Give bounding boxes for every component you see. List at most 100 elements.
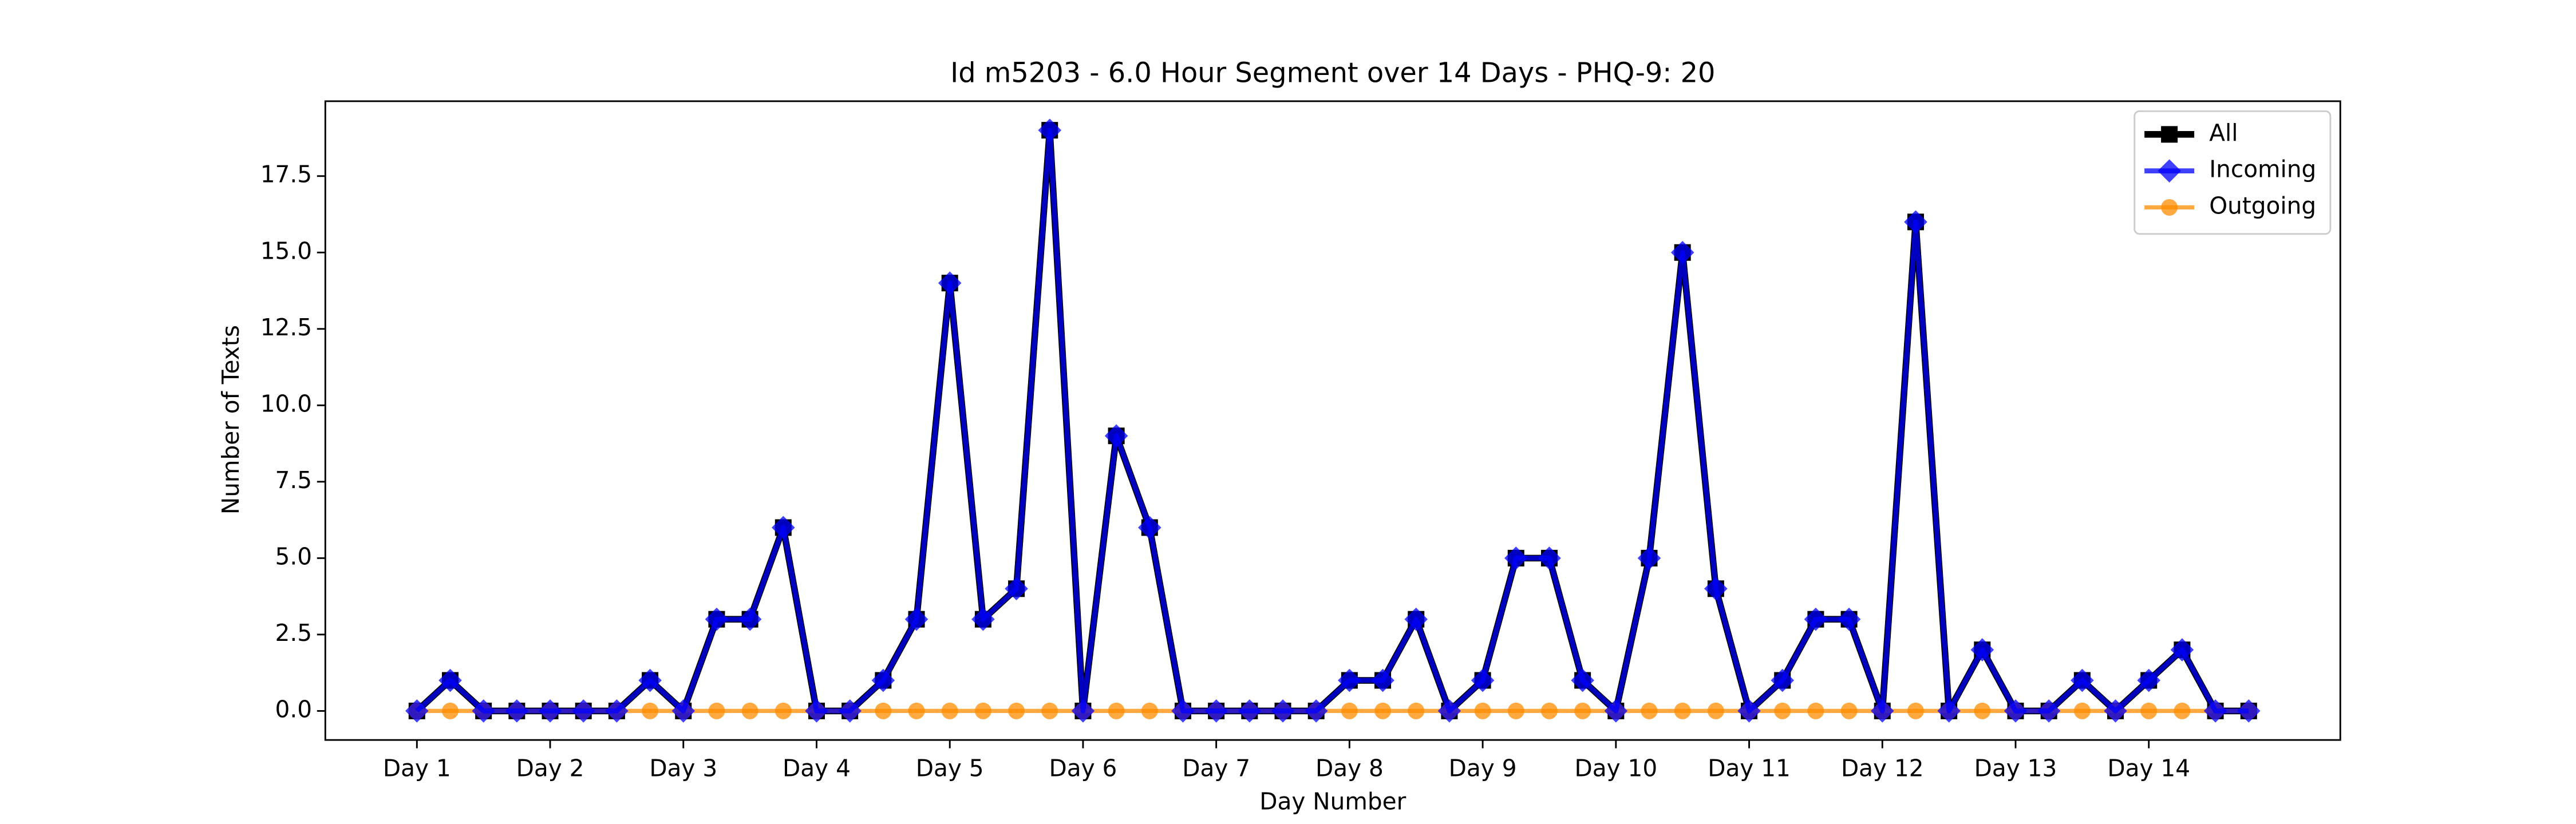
y-tick-label: 15.0 [260,237,312,264]
legend-label: All [2209,119,2238,146]
point [1937,699,1961,723]
point [971,607,995,631]
point [1005,577,1028,601]
point [775,702,792,719]
point [441,702,459,719]
point [1341,702,1358,719]
point [941,702,958,719]
point [2140,702,2158,719]
legend-label: Incoming [2209,156,2316,183]
point [1604,699,1628,723]
point [438,668,462,692]
point [1771,668,1795,692]
point [1374,702,1392,719]
y-tick-label: 17.5 [260,161,312,188]
point [1804,607,1828,631]
point [1974,702,1991,719]
chart-title: Id m5203 - 6.0 Hour Segment over 14 Days… [950,57,1715,89]
y-tick-label: 10.0 [260,390,312,417]
point [1574,702,1591,719]
point [2071,668,2094,692]
point [472,699,495,723]
point [1540,702,1558,719]
point [1670,240,1694,264]
point [1141,702,1158,719]
x-tick-label: Day 10 [1574,754,1657,782]
legend-marker [2161,199,2178,216]
x-tick-label: Day 3 [649,754,717,782]
x-tick-label: Day 14 [2107,754,2190,782]
point [741,702,758,719]
point [2203,699,2227,723]
y-tick-label: 12.5 [260,314,312,341]
plot-frame [324,100,2341,741]
x-tick-label: Day 2 [516,754,584,782]
point [875,702,892,719]
point [1338,668,1361,692]
point [1408,702,1425,719]
point [1108,702,1125,719]
y-tick-label: 5.0 [275,542,313,570]
y-axis-label: Number of Texts [217,325,244,514]
point [1674,702,1691,719]
point [2104,699,2127,723]
x-tick-label: Day 11 [1708,754,1791,782]
point [2174,702,2191,719]
point [904,607,929,631]
point [1837,607,1861,631]
point [1041,702,1058,719]
point [1504,546,1528,570]
point [2073,702,2091,719]
point [1371,668,1394,692]
point [871,668,895,692]
point [1404,607,1428,631]
x-tick-label: Day 7 [1182,754,1250,782]
x-tick-label: Day 4 [783,754,851,782]
point [2004,699,2028,723]
point [1571,668,1594,692]
point [1008,702,1025,719]
point [2170,638,2194,661]
x-tick-label: Day 12 [1841,754,1924,782]
point [705,607,729,631]
point [708,702,725,719]
point [1538,546,1561,570]
point [1907,702,1924,719]
point [1774,702,1791,719]
x-tick-label: Day 8 [1315,754,1384,782]
x-tick-label: Day 1 [383,754,451,782]
point [405,699,429,723]
point [671,699,696,723]
point [908,702,925,719]
point [538,699,562,723]
point [2237,699,2261,723]
point [1970,638,1994,661]
point [1038,118,1062,142]
y-tick-label: 2.5 [275,619,313,647]
legend-label: Outgoing [2209,192,2316,219]
point [1104,424,1128,448]
x-tick-label: Day 6 [1049,754,1117,782]
point [738,607,762,631]
legend-marker [2161,126,2178,143]
point [505,699,529,723]
point [1870,699,1894,723]
point [1474,702,1491,719]
point [1637,546,1661,570]
point [605,699,629,723]
point [1471,668,1495,692]
point [1641,702,1658,719]
y-tick-label: 0.0 [275,695,313,723]
point [771,516,795,540]
point [1304,699,1328,723]
x-tick-label: Day 13 [1974,754,2057,782]
x-tick-label: Day 9 [1449,754,1517,782]
point [642,702,659,719]
x-tick-label: Day 5 [916,754,984,782]
point [2137,668,2161,692]
point [1137,516,1161,540]
point [1807,702,1824,719]
point [1507,702,1524,719]
